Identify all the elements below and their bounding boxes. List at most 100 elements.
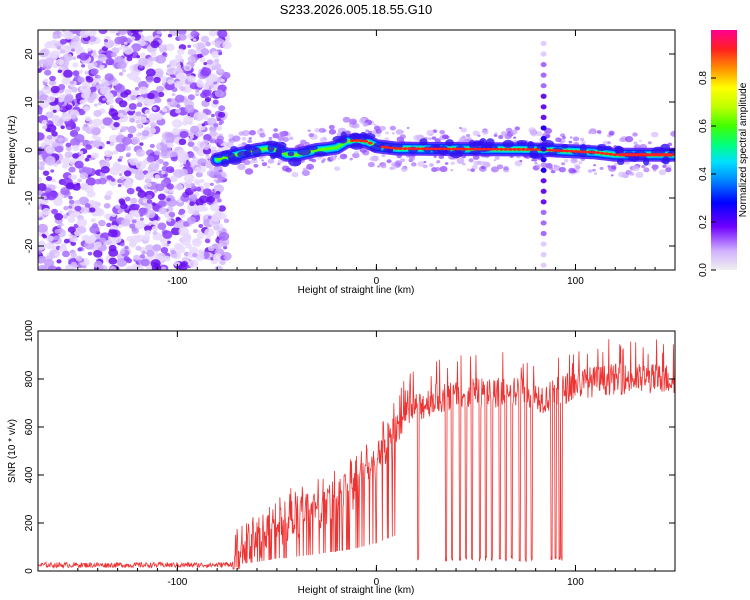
ridge-scatter: [579, 137, 585, 141]
noise-blob: [146, 182, 152, 188]
ridge-scatter: [281, 165, 290, 172]
ridge-scatter: [218, 139, 224, 144]
noise-blob: [201, 123, 206, 127]
noise-blob: [85, 76, 94, 83]
ridge-scatter: [613, 162, 618, 166]
noise-blob: [89, 225, 100, 234]
spectrogram-x-tick-label: -100: [167, 276, 187, 287]
noise-blob: [73, 126, 81, 132]
noise-blob: [50, 85, 60, 94]
noise-blob: [109, 104, 114, 108]
ridge-scatter: [572, 136, 580, 142]
ridge-scatter: [417, 161, 425, 167]
ridge-scatter: [349, 157, 353, 161]
noise-blob: [139, 254, 146, 259]
noise-blob: [135, 120, 140, 124]
ridge-core: [441, 147, 448, 151]
noise-blob: [51, 41, 56, 45]
noise-blob: [139, 142, 144, 146]
ridge-scatter: [426, 129, 435, 136]
spike-dot: [540, 157, 547, 163]
noise-blob: [108, 229, 118, 238]
noise-blob: [159, 238, 166, 243]
noise-blob: [204, 238, 211, 244]
colorbar-label: Normalized spectral amplitude: [738, 82, 749, 217]
noise-blob: [89, 86, 97, 93]
ridge-core-band: [619, 153, 622, 157]
ridge-core: [415, 147, 421, 151]
ridge-scatter: [428, 137, 432, 141]
noise-blob: [135, 160, 147, 170]
ridge-lump: [332, 135, 346, 143]
ridge-scatter: [228, 133, 235, 139]
ridge-scatter: [207, 158, 211, 161]
ridge-scatter: [619, 137, 626, 143]
noise-blob: [38, 255, 46, 264]
noise-blob: [179, 164, 184, 168]
noise-blob: [124, 245, 129, 250]
ridge-scatter: [401, 130, 405, 133]
noise-blob: [188, 209, 194, 215]
noise-blob: [64, 88, 72, 96]
noise-blob: [142, 234, 151, 241]
spike-dot: [540, 167, 547, 173]
noise-blob: [49, 103, 61, 113]
noise-blob: [125, 258, 133, 264]
noise-blob: [50, 80, 57, 86]
ridge-core: [463, 147, 469, 151]
noise-blob: [120, 176, 125, 181]
ridge-scatter: [587, 169, 593, 173]
noise-blob: [174, 94, 185, 103]
noise-blob: [39, 99, 50, 109]
noise-blob: [54, 213, 64, 221]
noise-blob: [123, 41, 128, 45]
spectrogram-x-tick-label: 0: [374, 276, 380, 287]
noise-blob: [106, 158, 110, 162]
noise-blob: [63, 205, 69, 211]
noise-blob: [45, 145, 55, 154]
ridge-scatter: [473, 160, 480, 166]
noise-blob: [202, 188, 212, 196]
ridge-scatter: [519, 159, 523, 163]
noise-blob: [76, 218, 88, 228]
ridge-scatter: [261, 162, 268, 167]
ridge-scatter: [650, 131, 659, 138]
ridge-scatter: [380, 163, 387, 169]
ridge-scatter: [535, 131, 543, 137]
ridge-lump: [287, 151, 295, 157]
noise-blob: [104, 213, 111, 219]
noise-blob: [188, 120, 193, 125]
noise-blob: [161, 107, 168, 113]
spike-dot: [540, 146, 547, 152]
figure-title: S233.2026.005.18.55.G10: [280, 2, 433, 17]
noise-blob: [63, 238, 70, 244]
noise-blob: [166, 132, 174, 138]
ridge-scatter: [532, 158, 538, 162]
ridge-scatter: [314, 127, 321, 133]
noise-blob: [57, 118, 64, 124]
noise-blob: [167, 240, 171, 244]
noise-blob: [192, 43, 199, 48]
noise-blob: [162, 52, 167, 56]
ridge-scatter: [291, 171, 299, 178]
noise-blob: [160, 246, 169, 254]
noise-blob: [53, 197, 63, 206]
noise-blob: [65, 146, 72, 152]
noise-blob: [69, 235, 79, 243]
noise-blob: [45, 155, 56, 165]
noise-blob: [87, 97, 95, 104]
ridge-lump: [297, 148, 311, 156]
noise-blob: [44, 69, 52, 76]
noise-blob: [122, 68, 127, 73]
ridge-lump: [579, 143, 587, 153]
ridge-scatter: [392, 132, 395, 135]
noise-blob: [145, 68, 156, 77]
ridge-scatter: [379, 125, 386, 131]
noise-blob: [146, 249, 155, 257]
ridge-lump: [479, 138, 488, 148]
spike-dot: [540, 262, 547, 268]
noise-blob: [163, 173, 167, 177]
ridge-scatter: [206, 143, 211, 148]
ridge-lump: [220, 158, 230, 168]
noise-blob: [63, 31, 74, 40]
